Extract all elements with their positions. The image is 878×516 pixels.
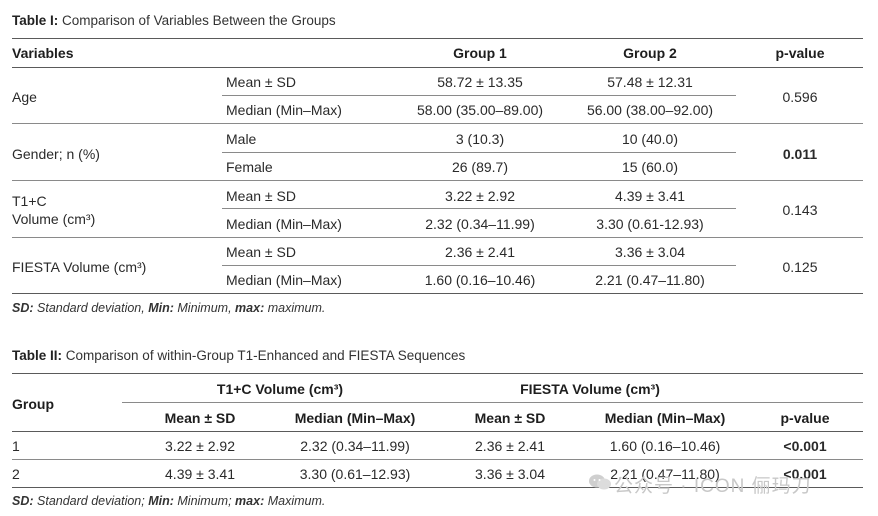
table2-row1-group: 1: [12, 438, 20, 454]
table1-row-gender-inner-rule: [222, 152, 736, 153]
table2-row1-bottom-rule: [12, 459, 863, 460]
table1-row-t1c-label-line1: T1+C: [12, 193, 47, 209]
table1-row-age-bottom-rule: [12, 123, 863, 124]
table2-row1-t1-mean: 3.22 ± 2.92: [165, 438, 235, 454]
table2-header-t1c-median: Median (Min–Max): [294, 410, 416, 426]
table1-row-fiesta-inner-rule: [222, 265, 736, 266]
table2-row2-group: 2: [12, 466, 20, 482]
table1-row-gender-g2-female: 15 (60.0): [621, 159, 679, 175]
table2-row2-fiesta-mean: 3.36 ± 3.04: [475, 466, 545, 482]
table2-row2-pvalue: <0.001: [783, 466, 827, 482]
table1-row-age-g1-mean: 58.72 ± 13.35: [437, 74, 523, 90]
table1-caption-label: Table I:: [12, 13, 59, 28]
table1-row-age-g2-median: 56.00 (38.00–92.00): [586, 102, 714, 118]
table2-caption: Table II: Comparison of within-Group T1-…: [12, 348, 465, 363]
table1-row-t1c-stat-mean: Mean ± SD: [226, 188, 296, 204]
table1-row-t1c-inner-rule: [222, 208, 736, 209]
table1-row-t1c-g1-mean: 3.22 ± 2.92: [445, 188, 515, 204]
table1-row-gender-bottom-rule: [12, 180, 863, 181]
table1-caption-text: Comparison of Variables Between the Grou…: [62, 13, 336, 28]
table2-row2-t1-mean: 4.39 ± 3.41: [165, 466, 235, 482]
table2-header-t1c-mean: Mean ± SD: [164, 410, 236, 426]
table1-row-age-stat-median: Median (Min–Max): [226, 102, 342, 118]
table1-row-gender-stat-male: Male: [226, 131, 257, 147]
table1-footnote: SD: Standard deviation, Min: Minimum, ma…: [12, 301, 326, 315]
table1-row-t1c-g2-mean: 4.39 ± 3.41: [615, 188, 685, 204]
table2-header-fiesta-median: Median (Min–Max): [604, 410, 726, 426]
table1-row-gender-pvalue: 0.011: [782, 146, 818, 162]
table2-row1-t1-median: 2.32 (0.34–11.99): [300, 438, 410, 454]
table2-row1-pvalue: <0.001: [783, 438, 827, 454]
table1-row-fiesta-label: FIESTA Volume (cm³): [12, 259, 147, 275]
table1-row-gender-g1-male: 3 (10.3): [455, 131, 505, 147]
table1-row-fiesta-pvalue: 0.125: [782, 259, 818, 275]
table1-row-fiesta-g2-median: 2.21 (0.47–11.80): [595, 272, 705, 288]
table1-header-pvalue: p-value: [775, 45, 825, 61]
wechat-icon: [589, 474, 611, 490]
table1-row-age-label: Age: [12, 89, 37, 105]
table1-header-rule: [12, 67, 863, 68]
watermark-text: 公众号 · ICON 俪玛刀: [614, 476, 812, 497]
table1-header-variables: Variables: [12, 45, 74, 61]
table1-row-t1c-label-line2: Volume (cm³): [12, 211, 96, 227]
table1-row-age-g1-median: 58.00 (35.00–89.00): [416, 102, 544, 118]
table1-row-age-stat-mean: Mean ± SD: [226, 74, 296, 90]
table1-row-t1c-g1-median: 2.32 (0.34–11.99): [425, 216, 535, 232]
table1-row-age-pvalue: 0.596: [782, 89, 818, 105]
table2-row2-t1-median: 3.30 (0.61–12.93): [299, 466, 411, 482]
table1-row-fiesta-stat-mean: Mean ± SD: [226, 244, 296, 260]
table1-row-gender-g1-female: 26 (89.7): [451, 159, 509, 175]
table1-row-t1c-stat-median: Median (Min–Max): [226, 216, 342, 232]
table2-header-pvalue: p-value: [780, 410, 830, 426]
table1-row-fiesta-g1-mean: 2.36 ± 2.41: [445, 244, 515, 260]
table1-header-group1: Group 1: [453, 45, 507, 61]
table2-header-t1c: T1+C Volume (cm³): [216, 381, 344, 397]
table2-bottom-rule: [12, 487, 863, 488]
table1-header-group2: Group 2: [623, 45, 677, 61]
table2-caption-label: Table II:: [12, 348, 63, 363]
table1-row-fiesta-stat-median: Median (Min–Max): [226, 272, 342, 288]
table1-row-gender-g2-male: 10 (40.0): [621, 131, 679, 147]
table2-row1-fiesta-mean: 2.36 ± 2.41: [475, 438, 545, 454]
table1-bottom-rule: [12, 293, 863, 294]
table1-row-t1c-g2-median: 3.30 (0.61-12.93): [596, 216, 704, 232]
table1-top-rule: [12, 38, 863, 39]
table1-row-t1c-pvalue: 0.143: [782, 202, 818, 218]
table2-spanner-rule: [122, 402, 863, 403]
table2-header-group: Group: [12, 396, 54, 412]
table1-caption: Table I: Comparison of Variables Between…: [12, 13, 336, 28]
table1-row-t1c-bottom-rule: [12, 237, 863, 238]
table2-header-fiesta-mean: Mean ± SD: [474, 410, 546, 426]
table1-row-fiesta-g1-median: 1.60 (0.16–10.46): [424, 272, 536, 288]
table1-row-age-inner-rule: [222, 95, 736, 96]
table2-top-rule: [12, 373, 863, 374]
table1-row-fiesta-g2-mean: 3.36 ± 3.04: [615, 244, 685, 260]
table2-caption-text: Comparison of within-Group T1-Enhanced a…: [65, 348, 466, 363]
table2-header-fiesta: FIESTA Volume (cm³): [520, 381, 660, 397]
table2-row2-fiesta-median: 2.21 (0.47–11.80): [610, 466, 720, 482]
table2-footnote: SD: Standard deviation; Min: Minimum; ma…: [12, 494, 326, 508]
table1-row-gender-label: Gender; n (%): [12, 146, 100, 162]
table1-row-age-g2-mean: 57.48 ± 12.31: [607, 74, 693, 90]
table2-row1-fiesta-median: 1.60 (0.16–10.46): [609, 438, 721, 454]
table2-header-rule: [12, 431, 863, 432]
table1-row-gender-stat-female: Female: [226, 159, 273, 175]
